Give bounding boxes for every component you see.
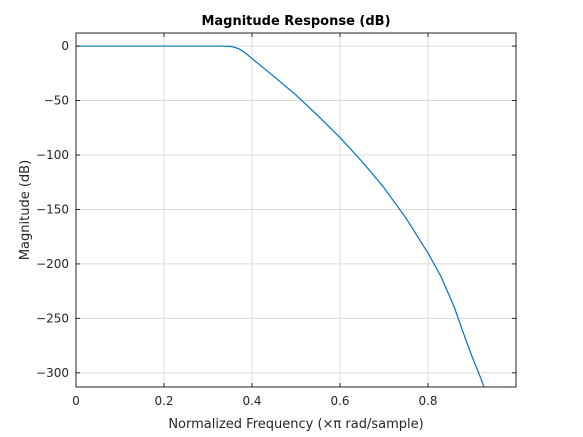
- series-line-0: [76, 45, 485, 388]
- x-tick-label-3: 0.6: [330, 394, 349, 408]
- x-tick-label-4: 0.8: [418, 394, 437, 408]
- y-tick-label-2: −100: [36, 148, 69, 162]
- x-axis-label: Normalized Frequency (×π rad/sample): [168, 417, 423, 432]
- y-tick-label-4: −200: [36, 257, 69, 271]
- y-tick-label-6: −300: [36, 366, 69, 380]
- x-tick-label-0: 0: [72, 394, 80, 408]
- plot-frame: [75, 32, 517, 388]
- y-axis-label: Magnitude (dB): [18, 160, 33, 260]
- y-tick-label-3: −150: [36, 202, 69, 216]
- tick-labels: 0 0.2 0.4 0.6 0.8 0 −50 −100 −150 −200 −250 −300: [36, 39, 438, 408]
- chart-title: Magnitude Response (dB): [201, 14, 390, 29]
- plot-area: [76, 33, 516, 387]
- y-tick-label-1: −50: [44, 94, 69, 108]
- y-tick-label-5: −250: [36, 311, 69, 325]
- x-tick-label-2: 0.4: [242, 394, 261, 408]
- y-tick-label-0: 0: [61, 39, 69, 53]
- ticks: [75, 33, 516, 387]
- series-layer: [76, 45, 485, 388]
- x-tick-label-1: 0.2: [154, 394, 173, 408]
